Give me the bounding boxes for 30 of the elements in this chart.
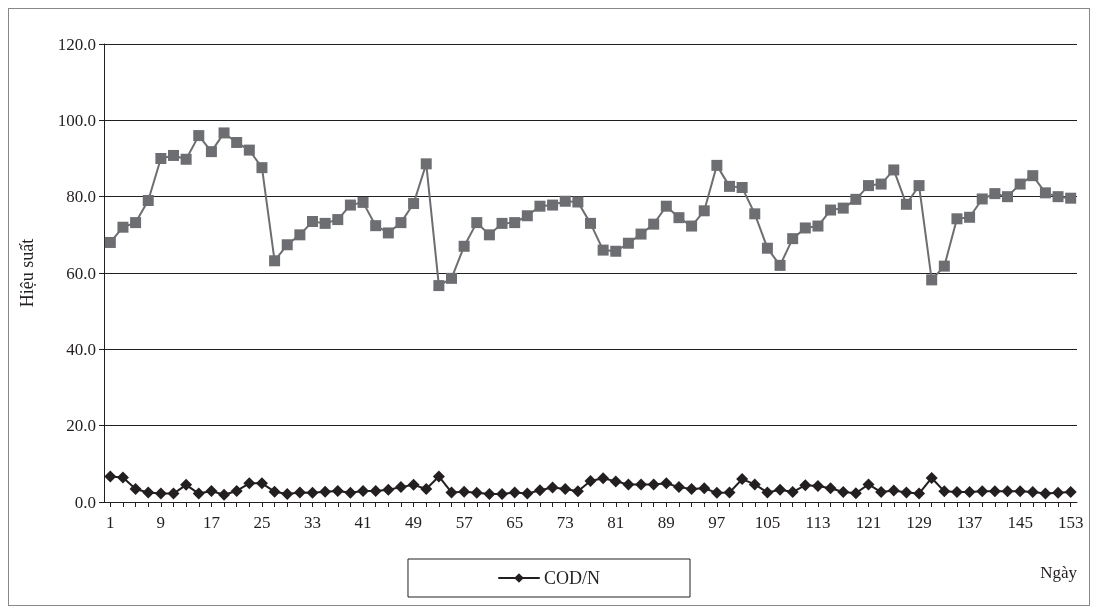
- x-tick-label: 97: [708, 513, 726, 532]
- y-axis-title: Hiệu suất: [17, 238, 37, 308]
- x-tick-label: 49: [405, 513, 423, 532]
- y-tick-label: 100.0: [57, 110, 96, 130]
- y-tick-label: 0.0: [74, 492, 96, 512]
- x-tick-label: 33: [304, 513, 321, 532]
- legend-label: COD/N: [544, 568, 601, 588]
- x-tick-label: 41: [354, 513, 372, 532]
- x-tick-label: 9: [156, 513, 166, 532]
- x-tick-label: 129: [906, 513, 932, 532]
- y-tick-label: 80.0: [66, 187, 96, 207]
- y-tick-label: 120.0: [57, 34, 96, 54]
- y-tick-label: 20.0: [66, 416, 96, 436]
- x-tick-label: 25: [253, 513, 271, 532]
- x-tick-label: 121: [855, 513, 882, 532]
- x-tick-label: 73: [556, 513, 574, 532]
- x-tick-label: 1: [106, 513, 115, 532]
- x-axis-title: Ngày: [1040, 563, 1078, 582]
- x-tick-label: 145: [1007, 513, 1033, 532]
- x-tick-label: 137: [956, 513, 983, 532]
- x-tick-label: 153: [1057, 513, 1084, 532]
- x-tick-label: 17: [202, 513, 221, 532]
- y-tick-label: 60.0: [66, 263, 96, 283]
- x-tick-label: 89: [657, 513, 675, 532]
- x-tick-label: 105: [754, 513, 781, 532]
- x-tick-label: 113: [805, 513, 831, 532]
- x-tick-label: 57: [455, 513, 474, 532]
- y-tick-label: 40.0: [66, 339, 96, 359]
- x-tick-label: 65: [506, 513, 524, 532]
- x-tick-label: 81: [607, 513, 625, 532]
